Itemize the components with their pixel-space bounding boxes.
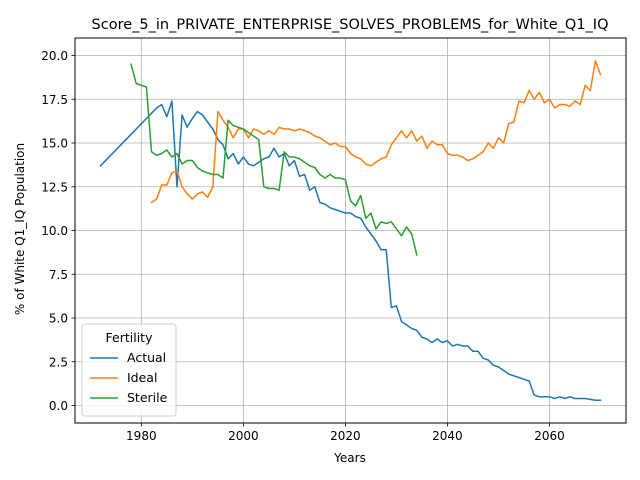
grid <box>75 38 626 423</box>
y-tick-label: 10.0 <box>41 224 68 238</box>
x-tick-label: 1980 <box>126 429 157 443</box>
series-line-actual <box>99 100 602 402</box>
chart-title: Score_5_in_PRIVATE_ENTERPRISE_SOLVES_PRO… <box>92 17 609 33</box>
series-line-sterile <box>130 63 418 256</box>
y-tick-label: 17.5 <box>41 93 68 107</box>
y-axis-label: % of White Q1_IQ Population <box>13 143 27 315</box>
ticks: 1980 2000 2020 2040 2060 0.0 2.5 5.0 7.5 10.0 12.5… <box>41 49 564 443</box>
y-tick-label: 2.5 <box>49 355 68 369</box>
y-tick-label: 5.0 <box>49 312 68 326</box>
legend-title: Fertility <box>106 330 154 345</box>
y-tick-label: 7.5 <box>49 268 68 282</box>
series-line-ideal <box>150 60 602 204</box>
x-tick-label: 2040 <box>432 429 463 443</box>
legend: Fertility Actual Ideal Sterile <box>81 323 177 417</box>
x-tick-label: 2000 <box>228 429 259 443</box>
legend-label-ideal: Ideal <box>127 370 157 385</box>
series-layer <box>99 60 602 402</box>
x-axis-label: Years <box>333 451 366 465</box>
y-tick-label: 12.5 <box>41 180 68 194</box>
y-tick-label: 15.0 <box>41 137 68 151</box>
x-tick-label: 2060 <box>534 429 565 443</box>
legend-label-actual: Actual <box>127 350 166 365</box>
legend-label-sterile: Sterile <box>127 390 168 405</box>
legend-box <box>81 323 177 417</box>
y-tick-label: 20.0 <box>41 49 68 63</box>
y-tick-label: 0.0 <box>49 399 68 413</box>
x-tick-label: 2020 <box>330 429 361 443</box>
